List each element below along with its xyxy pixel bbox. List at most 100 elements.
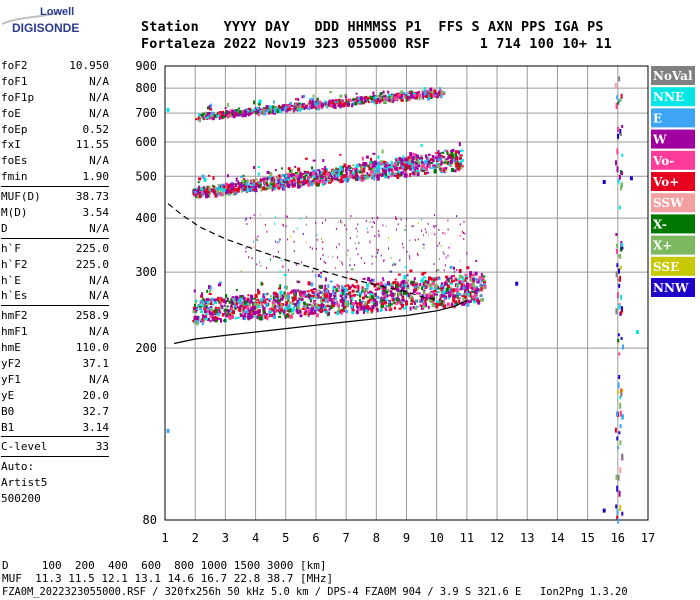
- echo-point: [239, 183, 243, 188]
- echo-point: [249, 186, 252, 188]
- echo-point: [353, 285, 356, 289]
- echo-point: [260, 187, 263, 192]
- echo-point: [339, 171, 343, 176]
- y-tick-label: 600: [135, 135, 157, 149]
- echo-point: [367, 299, 371, 304]
- echo-point: [347, 249, 349, 252]
- echo-point: [317, 305, 320, 310]
- echo-point: [279, 270, 281, 273]
- echo-point: [363, 98, 367, 102]
- echo-point: [449, 286, 453, 290]
- param-value: 258.9: [75, 309, 109, 323]
- echo-point: [456, 268, 458, 271]
- echo-point: [361, 100, 363, 102]
- echo-point: [333, 99, 336, 103]
- echo-point: [406, 159, 409, 162]
- echo-point: [195, 308, 198, 311]
- echo-point: [468, 294, 472, 298]
- echo-point: [227, 112, 230, 115]
- echo-point: [338, 170, 341, 174]
- echo-point: [417, 93, 421, 98]
- echo-point: [407, 156, 411, 161]
- echo-point: [342, 291, 345, 296]
- echo-point: [278, 315, 281, 318]
- echo-point: [304, 174, 308, 177]
- echo-point: [429, 87, 433, 92]
- echo-point: [277, 181, 280, 185]
- echo-point: [450, 275, 453, 278]
- y-tick-label: 200: [135, 341, 157, 355]
- echo-point: [400, 98, 404, 102]
- echo-point: [454, 294, 457, 299]
- echo-point: [349, 286, 352, 289]
- echo-point: [430, 290, 434, 293]
- echo-point: [421, 294, 424, 299]
- echo-point: [276, 180, 279, 183]
- echo-point: [229, 305, 233, 308]
- svg-text:DIGISONDE: DIGISONDE: [12, 21, 79, 35]
- echo-point: [377, 155, 380, 160]
- echo-point: [425, 303, 428, 308]
- echo-point: [618, 490, 621, 497]
- echo-point: [237, 186, 241, 191]
- echo-point: [337, 256, 339, 259]
- echo-point: [400, 288, 403, 291]
- echo-point: [246, 297, 250, 301]
- echo-point: [303, 176, 306, 180]
- echo-point: [300, 103, 304, 108]
- echo-point: [254, 189, 257, 193]
- echo-point: [417, 222, 419, 225]
- param-separator: [1, 456, 109, 458]
- echo-point: [441, 151, 445, 154]
- echo-point: [621, 243, 624, 249]
- echo-point: [397, 93, 401, 97]
- echo-point: [200, 193, 204, 197]
- echo-point: [342, 175, 346, 178]
- echo-point: [357, 253, 359, 256]
- echo-point: [235, 190, 238, 195]
- echo-point: [255, 178, 258, 181]
- echo-point: [365, 176, 369, 180]
- echo-point: [352, 295, 356, 298]
- echo-point: [417, 161, 421, 165]
- echo-point: [268, 105, 272, 110]
- echo-point: [380, 254, 382, 257]
- echo-point: [482, 275, 486, 278]
- echo-point: [381, 149, 384, 154]
- plot-frame: [164, 65, 649, 521]
- echo-point: [431, 303, 435, 308]
- echo-point: [415, 158, 418, 161]
- echo-point: [444, 280, 448, 284]
- echo-point: [247, 107, 251, 112]
- echo-point: [239, 304, 242, 309]
- echo-point: [354, 102, 358, 106]
- echo-point: [466, 302, 470, 307]
- echo-point: [198, 118, 201, 123]
- echo-point: [618, 352, 621, 356]
- echo-point: [414, 306, 418, 310]
- echo-point: [379, 162, 383, 166]
- echo-point: [202, 186, 205, 189]
- echo-point: [350, 215, 352, 217]
- echo-point: [483, 281, 486, 285]
- echo-point: [415, 153, 418, 158]
- echo-point: [393, 162, 397, 167]
- echo-point: [447, 219, 449, 222]
- echo-point: [310, 174, 313, 179]
- echo-point: [405, 301, 408, 306]
- echo-point: [434, 94, 438, 97]
- echo-point: [400, 218, 402, 221]
- echo-point: [244, 312, 247, 316]
- param-value: 10.950: [69, 59, 109, 72]
- echo-point: [265, 187, 269, 190]
- echo-point: [296, 174, 299, 177]
- echo-point: [361, 169, 364, 172]
- echo-point: [388, 247, 389, 250]
- echo-point: [298, 178, 302, 181]
- echo-point: [389, 303, 393, 306]
- echo-point: [450, 150, 454, 155]
- echo-point: [411, 297, 414, 300]
- echo-point: [340, 311, 343, 315]
- echo-point: [266, 292, 269, 295]
- echo-point: [263, 108, 265, 111]
